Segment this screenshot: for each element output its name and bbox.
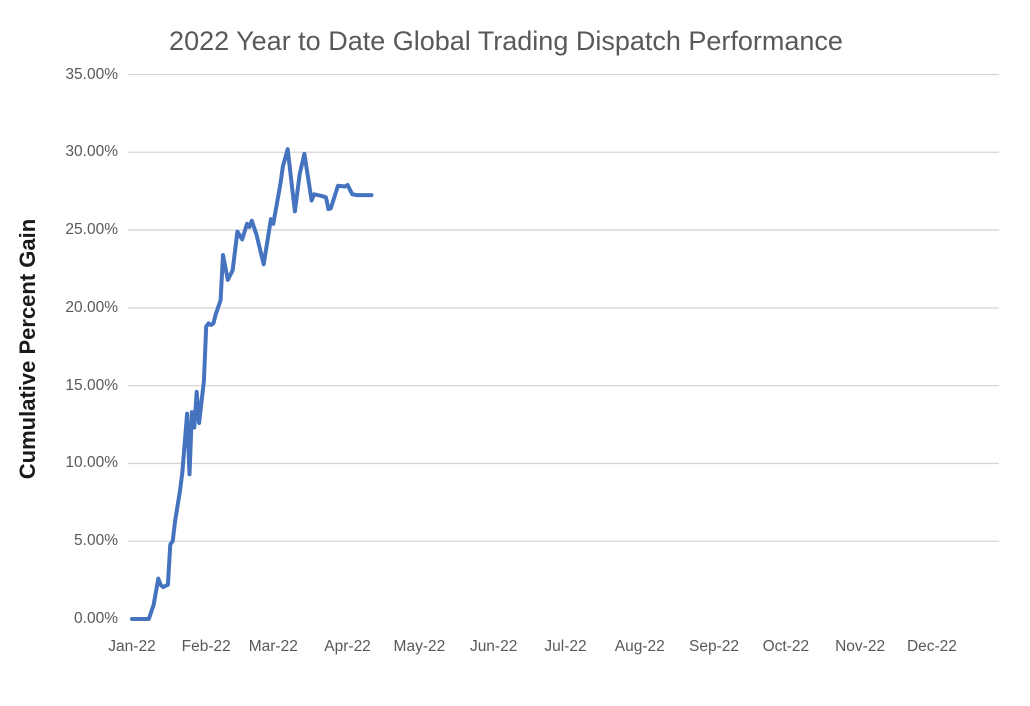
x-tick-label: Jan-22 xyxy=(108,638,156,655)
y-tick-label: 15.00% xyxy=(65,376,118,394)
y-tick-label: 10.00% xyxy=(65,454,118,472)
y-tick-label: 35.00% xyxy=(65,65,118,83)
y-tick-label: 30.00% xyxy=(65,143,118,161)
series-line xyxy=(130,147,374,621)
x-tick-label: Oct-22 xyxy=(762,638,810,655)
chart-title: 2022 Year to Date Global Trading Dispatc… xyxy=(169,26,843,56)
y-tick-label: 20.00% xyxy=(65,298,118,316)
y-tick-label: 25.00% xyxy=(65,221,118,239)
y-tick-label: 5.00% xyxy=(74,532,118,550)
x-tick-label: Jul-22 xyxy=(544,638,587,655)
y-tick-label: 0.00% xyxy=(74,610,118,627)
x-tick-label: Nov-22 xyxy=(835,638,886,655)
x-tick-label: Dec-22 xyxy=(906,638,957,655)
x-tick-label: Apr-22 xyxy=(324,638,371,655)
x-tick-label: Jun-22 xyxy=(469,638,518,655)
x-tick-label: May-22 xyxy=(393,638,446,655)
x-tick-label: Aug-22 xyxy=(614,638,665,655)
x-tick-label: Feb-22 xyxy=(181,638,231,655)
x-tick-label: Mar-22 xyxy=(248,638,298,655)
x-tick-label: Sep-22 xyxy=(688,638,739,655)
